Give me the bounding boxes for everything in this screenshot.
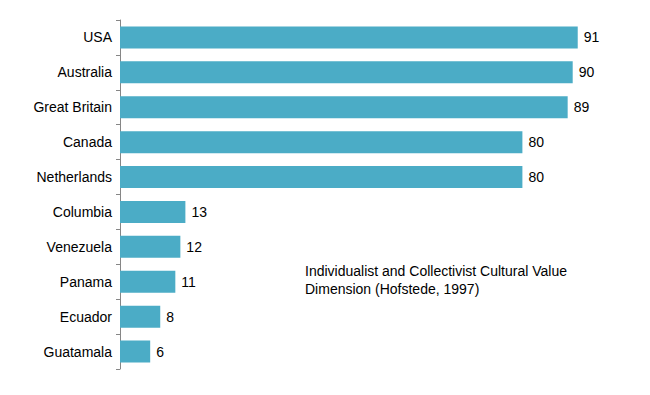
svg-text:Individualist and Collectivist: Individualist and Collectivist Cultural … xyxy=(305,263,571,279)
svg-text:Dimension (Hofstede, 1997): Dimension (Hofstede, 1997) xyxy=(305,281,479,297)
svg-text:Panama: Panama xyxy=(60,274,112,290)
svg-text:91: 91 xyxy=(584,29,600,45)
svg-text:Guatamala: Guatamala xyxy=(44,344,113,360)
svg-text:Ecuador: Ecuador xyxy=(60,309,112,325)
svg-text:90: 90 xyxy=(579,64,595,80)
svg-text:89: 89 xyxy=(574,99,590,115)
svg-text:Netherlands: Netherlands xyxy=(37,169,113,185)
svg-text:Venezuela: Venezuela xyxy=(47,239,113,255)
svg-text:USA: USA xyxy=(83,29,112,45)
svg-text:80: 80 xyxy=(528,134,544,150)
svg-text:6: 6 xyxy=(156,344,164,360)
svg-text:Canada: Canada xyxy=(63,134,112,150)
svg-text:13: 13 xyxy=(191,204,207,220)
svg-text:8: 8 xyxy=(166,309,174,325)
svg-text:Columbia: Columbia xyxy=(53,204,112,220)
svg-text:Australia: Australia xyxy=(58,64,113,80)
svg-text:80: 80 xyxy=(528,169,544,185)
svg-text:Great Britain: Great Britain xyxy=(33,99,112,115)
svg-text:12: 12 xyxy=(186,239,202,255)
svg-text:11: 11 xyxy=(181,274,196,290)
